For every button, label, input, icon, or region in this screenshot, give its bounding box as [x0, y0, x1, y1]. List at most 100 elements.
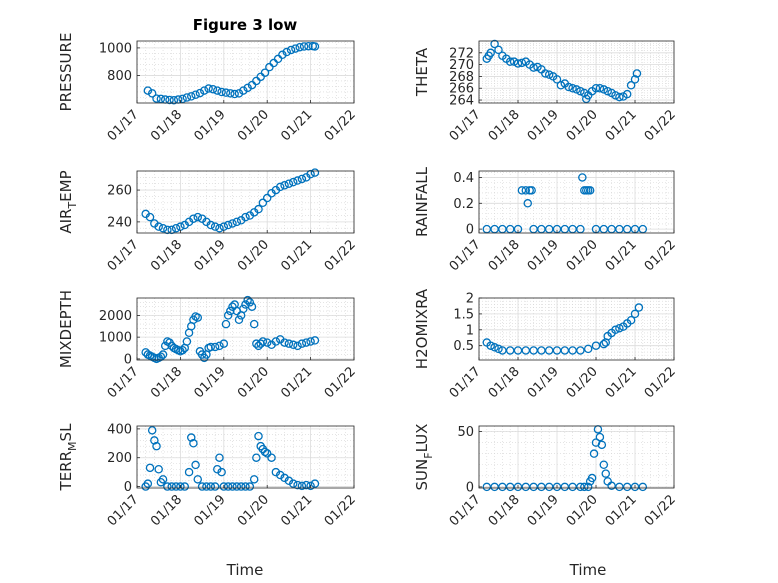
panel-5-data-point — [583, 344, 593, 354]
panel-4-data-point — [258, 337, 268, 346]
panel-1-data-point — [615, 92, 624, 102]
x-axis-label-right: Time — [569, 561, 607, 579]
panel-1-data-point — [490, 39, 499, 49]
panel-5-axes-box — [478, 297, 675, 361]
panel-1-data-point — [595, 83, 605, 93]
panel-4-data-point — [221, 319, 231, 329]
panel-6-data-point — [145, 463, 155, 473]
panel-3-data-point — [578, 173, 587, 182]
panel-6-data-point — [158, 475, 168, 484]
panel-7-data-point — [599, 460, 609, 469]
panel-4-data-point — [284, 339, 294, 348]
panel-5-xtick-label: 01/21 — [603, 364, 640, 401]
panel-4-data-point — [302, 338, 311, 347]
panel-2-data-point — [163, 225, 172, 235]
panel-1-xtick-label: 01/20 — [564, 107, 601, 144]
panel-7-xtick-label: 01/20 — [564, 492, 601, 529]
panel-0-xtick-label: 01/20 — [235, 107, 272, 144]
panel-1-xtick-label: 01/22 — [642, 107, 679, 144]
panel-7-xtick-label: 01/18 — [486, 492, 523, 529]
panel-2-data-point — [293, 176, 302, 185]
panel-6-data-point — [189, 439, 198, 448]
panel-0-background — [137, 41, 354, 103]
panel-5-xtick-label: 01/18 — [486, 364, 523, 401]
panel-7-ytick-label: 50 — [457, 425, 474, 440]
panel-0-data-point — [208, 84, 218, 94]
panel-5-xtick-label: 01/20 — [564, 364, 601, 401]
panel-1-data-point — [599, 85, 609, 94]
panel-1-data-point — [509, 57, 519, 66]
panel-4-xtick-label: 01/18 — [148, 364, 185, 401]
panel-6-xtick-label: 01/22 — [322, 492, 359, 529]
panel-6-data-point — [232, 482, 242, 491]
panel-0-data-point — [226, 89, 235, 98]
panel-7-data-point — [583, 482, 593, 492]
panel-0-data-point — [165, 95, 174, 105]
panel-7-data-point — [595, 432, 605, 442]
panel-6-data-point — [236, 482, 246, 491]
panel-2-data-point — [254, 204, 263, 214]
panel-2-data-point — [154, 222, 163, 231]
panel-4-data-point — [182, 337, 192, 346]
panel-2-data-point — [158, 223, 168, 233]
panel-3-data-point — [523, 199, 533, 208]
panel-2-data-point — [297, 174, 307, 184]
panel-6-background — [137, 426, 354, 488]
panel-6-data-point — [186, 433, 196, 442]
panel-7-xtick-label: 01/17 — [447, 492, 484, 529]
panel-0-xtick-label: 01/22 — [322, 107, 359, 144]
panel-0-data-point — [230, 89, 239, 99]
panel-0-data-point — [221, 88, 231, 97]
panel-5-data-point — [615, 323, 624, 333]
panel-1-data-point — [552, 75, 562, 84]
panel-3-data-point — [521, 186, 531, 195]
panel-6-data-point — [260, 447, 270, 457]
panel-3-xtick-label: 01/17 — [447, 237, 484, 274]
panel-7-data-point — [589, 449, 599, 458]
panel-2-ylabel: AIRTEMP — [57, 170, 79, 233]
panel-4-data-point — [219, 339, 229, 348]
panel-2-data-point — [193, 212, 203, 222]
panel-3-ylabel: RAINFALL — [413, 166, 431, 237]
panel-1-data-point — [556, 81, 566, 90]
panel-1-ytick-label: 270 — [449, 58, 474, 73]
panel-6-data-point — [306, 481, 315, 491]
panel-6-data-point — [202, 482, 211, 491]
panel-5-data-point — [626, 316, 636, 325]
panel-2-data-point — [167, 225, 176, 235]
panel-6-data-point — [147, 426, 157, 435]
panel-5-data-point — [634, 303, 644, 312]
panel-1-data-point — [544, 70, 554, 79]
panel-6-data-point — [254, 431, 263, 441]
panel-7-axes-box — [478, 425, 675, 489]
panel-4-data-point — [310, 336, 320, 345]
panel-0-xtick-label: 01/21 — [278, 107, 315, 144]
panel-1-xtick-label: 01/19 — [525, 107, 562, 144]
panel-6-data-point — [143, 479, 153, 488]
panel-1-data-point — [529, 63, 538, 72]
panel-5-data-point — [599, 339, 609, 349]
panel-4-data-point — [226, 306, 235, 316]
panel-4-xtick-label: 01/21 — [278, 364, 315, 401]
panel-1-ytick-label: 266 — [449, 82, 474, 97]
panel-6-data-point — [267, 453, 276, 462]
panel-5-data-point — [494, 344, 503, 354]
panel-4-data-point — [262, 338, 272, 347]
panel-6-data-point — [167, 482, 176, 491]
panel-6-data-point — [193, 475, 203, 484]
panel-7-data-point — [587, 473, 597, 483]
panel-6-data-point — [197, 482, 207, 491]
panel-6-data-point — [288, 479, 298, 488]
panel-6-ylabel: TERRMSL — [57, 423, 79, 492]
panel-6-data-point — [206, 482, 216, 491]
panel-1-data-point — [622, 89, 632, 99]
panel-2-data-point — [215, 223, 224, 233]
panel-5-data-point — [576, 346, 585, 355]
panel-2-background — [137, 171, 354, 233]
panel-3-data-point — [585, 186, 595, 195]
panel-0-data-point — [291, 44, 300, 53]
panel-2-xtick-label: 01/22 — [322, 237, 359, 274]
panel-0-data-point — [243, 83, 252, 93]
panel-4-data-point — [249, 319, 259, 329]
panel-0-axes-box — [136, 40, 355, 104]
